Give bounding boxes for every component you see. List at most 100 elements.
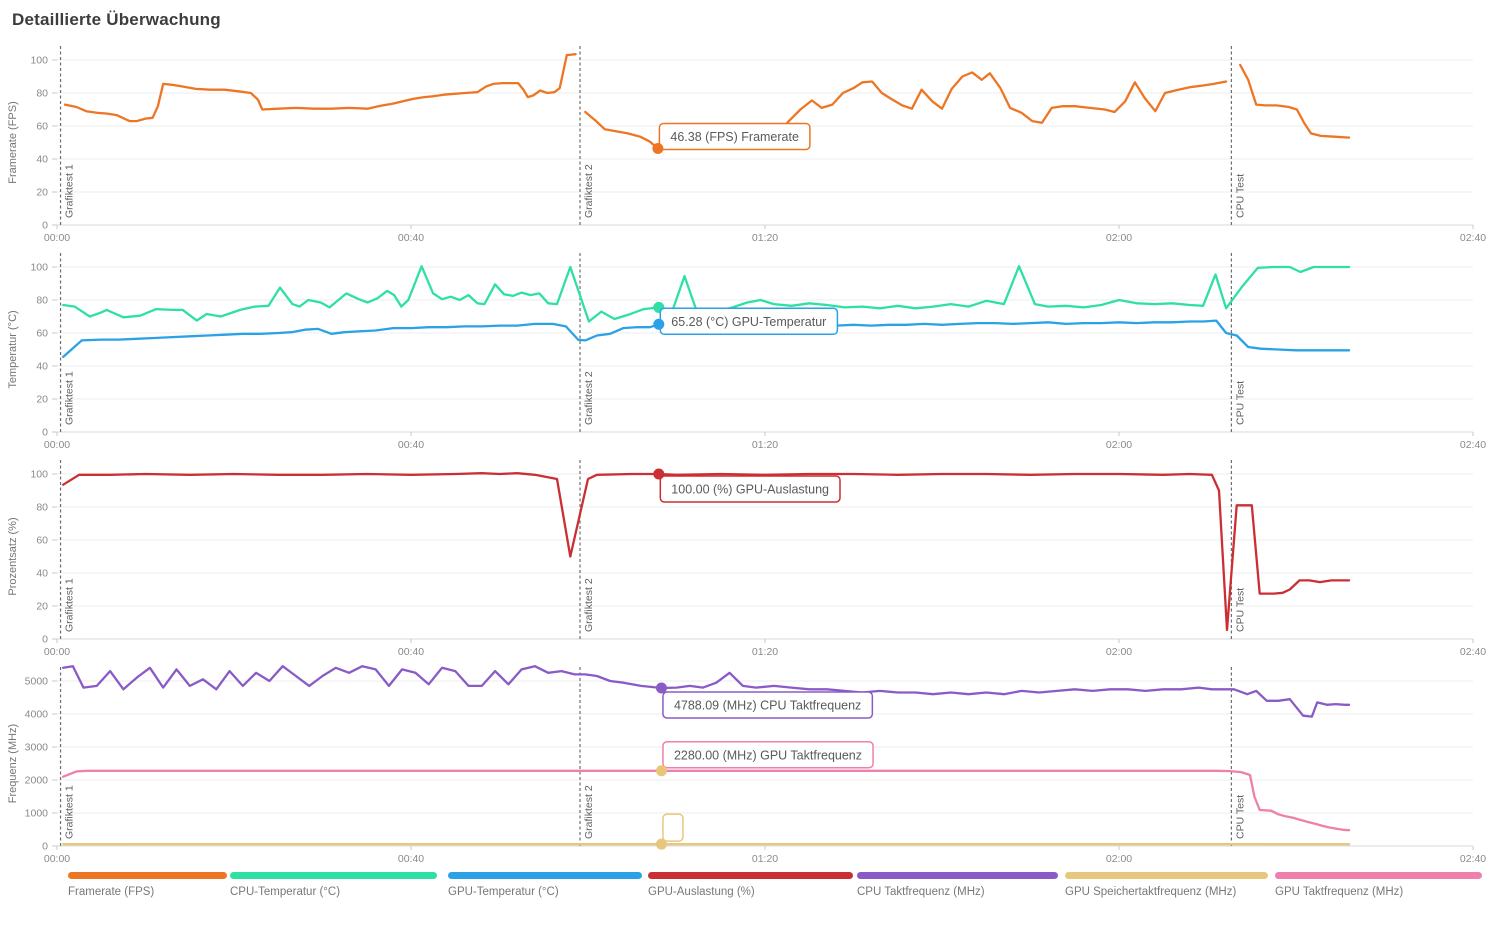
chart-panel-frequenz: 0 1000 2000 3000 4000 5000 00:00 00:40 01:20 02:0…	[0, 659, 1509, 866]
charts-container: 0 20 40 60 80 100 00:00 00:40 01:20 02:00 02:40 Fra…	[0, 38, 1509, 866]
event-label-cpu-test: CPU Test	[1234, 174, 1246, 218]
legend-item-cpu-taktfrequenz[interactable]: CPU Taktfrequenz (MHz)	[857, 872, 1058, 898]
series-line-framerate	[63, 53, 577, 123]
chart-panel-framerate: 0 20 40 60 80 100 00:00 00:40 01:20 02:00 02:40 Fra…	[0, 38, 1509, 245]
legend-label-gpu-auslastung: GPU-Auslastung (%)	[648, 886, 755, 898]
series-line-gpu-taktfrequenz	[62, 769, 1351, 832]
x-tick-label: 02:00	[1106, 232, 1132, 244]
tooltip-100-00-gpu-auslastung: 100.00 (%) GPU-Auslastung	[659, 475, 841, 503]
x-tick-label: 02:40	[1460, 439, 1486, 451]
legend-item-cpu-temperatur[interactable]: CPU-Temperatur (°C)	[230, 872, 437, 898]
legend-item-gpu-taktfrequenz[interactable]: GPU Taktfrequenz (MHz)	[1275, 872, 1482, 898]
event-label-grafiktest-2: Grafiktest 2	[583, 785, 595, 839]
y-tick-label: 40	[36, 154, 48, 166]
tooltip-4788-09-mhz-cpu-taktfrequenz: 4788.09 (MHz) CPU Taktfrequenz	[662, 691, 874, 719]
x-tick-label: 01:20	[752, 439, 778, 451]
x-tick-label: 00:00	[44, 853, 70, 865]
x-tick-label: 00:40	[398, 232, 424, 244]
chart-panel-prozentsatz: 0 20 40 60 80 100 00:00 00:40 01:20 02:00 02:40 Pro…	[0, 452, 1509, 659]
data-point-marker[interactable]	[655, 682, 667, 694]
chart-temperatur[interactable]: 0 20 40 60 80 100 00:00 00:40 01:20 02:00 02:40 Tem…	[0, 245, 1497, 452]
y-tick-label: 60	[36, 535, 48, 547]
event-label-grafiktest-2: Grafiktest 2	[583, 371, 595, 425]
legend-item-framerate[interactable]: Framerate (FPS)	[68, 872, 227, 898]
y-tick-label: 0	[42, 220, 48, 232]
y-tick-label: 0	[42, 841, 48, 853]
tooltip-box	[662, 813, 684, 842]
chart-panel-temperatur: 0 20 40 60 80 100 00:00 00:40 01:20 02:00 02:40 Tem…	[0, 245, 1509, 452]
y-axis-title: Framerate (FPS)	[7, 101, 19, 184]
y-tick-label: 60	[36, 121, 48, 133]
series-line-framerate	[1239, 63, 1351, 139]
y-tick-label: 80	[36, 295, 48, 307]
legend-swatch-framerate	[68, 872, 227, 879]
series-line-gpu-auslastung	[62, 472, 1351, 632]
legend-label-gpu-speichertaktfrequenz: GPU Speichertaktfrequenz (MHz)	[1065, 886, 1237, 898]
tooltip-46-38-fps-framerate: 46.38 (FPS) Framerate	[658, 122, 811, 151]
y-tick-label: 40	[36, 568, 48, 580]
tooltip-box	[662, 741, 874, 769]
event-label-grafiktest-2: Grafiktest 2	[583, 578, 595, 632]
tooltip-text: 2280.00 (MHz) GPU Taktfrequenz	[674, 748, 862, 762]
tooltip-text: 46.38 (FPS) Framerate	[670, 130, 799, 144]
y-axis-title: Prozentsatz (%)	[7, 517, 19, 595]
chart-prozentsatz[interactable]: 0 20 40 60 80 100 00:00 00:40 01:20 02:00 02:40 Pro…	[0, 452, 1497, 659]
event-label-grafiktest-1: Grafiktest 1	[64, 578, 76, 632]
legend-label-cpu-temperatur: CPU-Temperatur (°C)	[230, 886, 341, 898]
page-title: Detaillierte Überwachung	[12, 10, 221, 29]
y-tick-label: 20	[36, 187, 48, 199]
y-tick-label: 3000	[25, 742, 49, 754]
event-label-cpu-test: CPU Test	[1234, 588, 1246, 632]
series-line-cpu-taktfrequenz	[62, 665, 1351, 718]
legend-swatch-gpu-auslastung	[648, 872, 853, 879]
chart-framerate[interactable]: 0 20 40 60 80 100 00:00 00:40 01:20 02:00 02:40 Fra…	[0, 38, 1497, 245]
event-label-grafiktest-1: Grafiktest 1	[64, 164, 76, 218]
data-point-marker[interactable]	[655, 838, 667, 850]
event-label-grafiktest-1: Grafiktest 1	[64, 785, 76, 839]
legend-swatch-gpu-speichertaktfrequenz	[1065, 872, 1268, 879]
chart-frequenz[interactable]: 0 1000 2000 3000 4000 5000 00:00 00:40 01:20 02:0…	[0, 659, 1497, 866]
x-tick-label: 01:20	[752, 853, 778, 865]
y-axis-title: Frequenz (MHz)	[7, 724, 19, 803]
data-point-marker[interactable]	[653, 318, 665, 330]
data-point-marker[interactable]	[653, 468, 665, 480]
y-tick-label: 100	[30, 55, 48, 67]
x-tick-label: 02:00	[1106, 853, 1132, 865]
x-tick-label: 01:20	[752, 646, 778, 658]
event-label-grafiktest-2: Grafiktest 2	[583, 164, 595, 218]
data-point-marker[interactable]	[652, 142, 664, 154]
x-tick-label: 02:40	[1460, 232, 1486, 244]
tooltip-frequenz-marker	[662, 813, 684, 842]
legend-swatch-cpu-temperatur	[230, 872, 437, 879]
x-tick-label: 02:00	[1106, 439, 1132, 451]
y-tick-label: 40	[36, 361, 48, 373]
legend-label-cpu-taktfrequenz: CPU Taktfrequenz (MHz)	[857, 886, 985, 898]
y-tick-label: 60	[36, 328, 48, 340]
legend: Framerate (FPS) CPU-Temperatur (°C) GPU-Te…	[0, 866, 1509, 910]
series-line-cpu-temperatur	[62, 265, 1351, 323]
tooltip-box	[662, 691, 874, 719]
event-label-cpu-test: CPU Test	[1234, 381, 1246, 425]
y-tick-label: 20	[36, 394, 48, 406]
legend-item-gpu-speichertaktfrequenz[interactable]: GPU Speichertaktfrequenz (MHz)	[1065, 872, 1268, 898]
y-tick-label: 100	[30, 469, 48, 481]
tooltip-2280-00-mhz-gpu-taktfrequenz: 2280.00 (MHz) GPU Taktfrequenz	[662, 741, 874, 769]
legend-swatch-gpu-temperatur	[448, 872, 642, 879]
legend-swatch-gpu-taktfrequenz	[1275, 872, 1482, 879]
legend-label-gpu-taktfrequenz: GPU Taktfrequenz (MHz)	[1275, 886, 1404, 898]
legend-item-gpu-temperatur[interactable]: GPU-Temperatur (°C)	[448, 872, 642, 898]
data-point-marker[interactable]	[655, 765, 667, 777]
tooltip-text: 4788.09 (MHz) CPU Taktfrequenz	[674, 698, 861, 712]
y-tick-label: 100	[30, 262, 48, 274]
legend-item-gpu-auslastung[interactable]: GPU-Auslastung (%)	[648, 872, 853, 898]
legend-label-gpu-temperatur: GPU-Temperatur (°C)	[448, 886, 559, 898]
x-tick-label: 00:00	[44, 232, 70, 244]
x-tick-label: 00:40	[398, 439, 424, 451]
y-tick-label: 5000	[25, 676, 49, 688]
y-tick-label: 80	[36, 502, 48, 514]
tooltip-box	[658, 122, 811, 151]
x-tick-label: 00:40	[398, 853, 424, 865]
event-label-cpu-test: CPU Test	[1234, 795, 1246, 839]
tooltip-65-28-c-gpu-temperatur: 65.28 (°C) GPU-Temperatur	[659, 307, 839, 336]
x-tick-label: 00:00	[44, 439, 70, 451]
